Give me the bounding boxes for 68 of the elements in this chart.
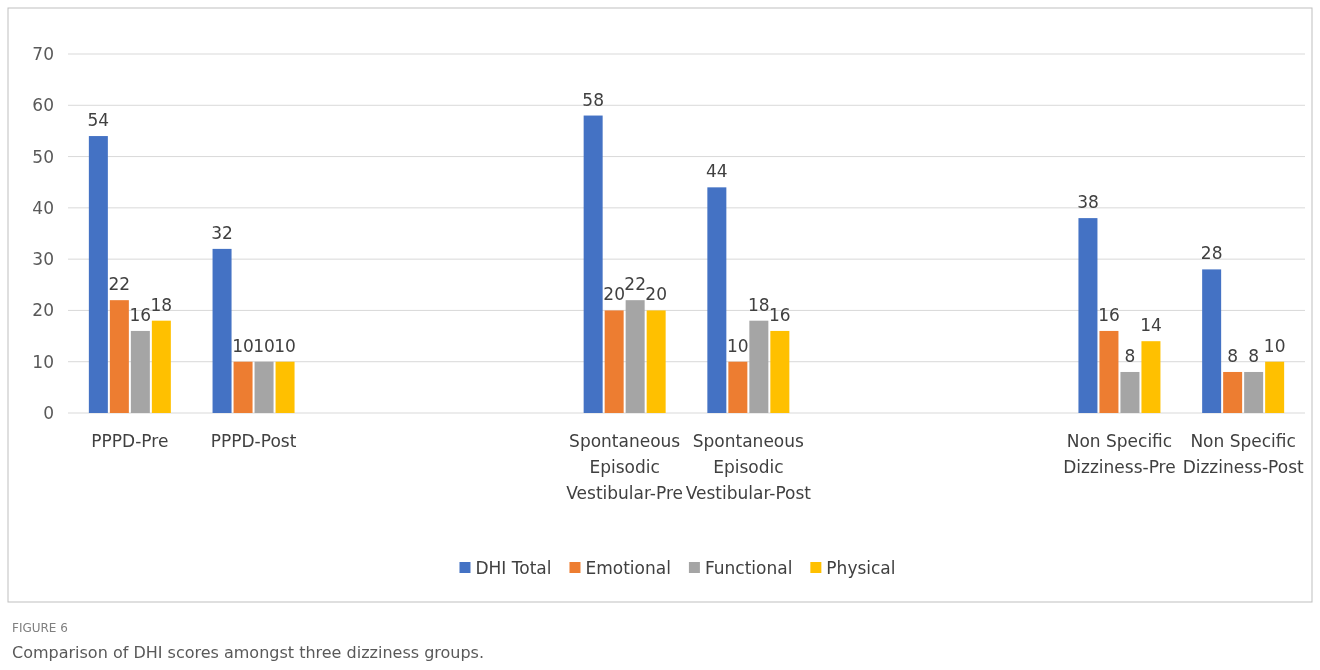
y-tick-label: 10 — [32, 351, 54, 372]
data-label: 8 — [1227, 345, 1239, 366]
bar — [1141, 341, 1161, 413]
bar — [625, 300, 645, 413]
bar — [233, 361, 253, 413]
bar — [109, 300, 129, 413]
x-tick-label: Non Specific Dizziness-Pre — [1063, 431, 1176, 477]
y-tick-label: 40 — [32, 197, 54, 218]
y-tick-label: 30 — [32, 249, 54, 270]
data-label: 8 — [1124, 345, 1136, 366]
bar — [728, 361, 748, 413]
data-label: 18 — [748, 294, 770, 315]
data-label: 32 — [211, 222, 233, 243]
y-tick-label: 20 — [32, 300, 54, 321]
bar — [212, 248, 232, 413]
legend-label: Emotional — [585, 558, 671, 578]
x-tick-label: PPPD-Post — [210, 431, 297, 451]
y-tick-label: 50 — [32, 146, 54, 167]
text: Comparison of DHI scores amongst three dizziness groups. — [12, 643, 485, 662]
legend-label: DHI Total — [475, 558, 552, 578]
data-label: 10 — [1263, 335, 1286, 356]
y-tick-label: 0 — [43, 402, 54, 423]
bar — [1120, 371, 1140, 413]
data-label: 20 — [645, 284, 667, 305]
bar — [646, 310, 666, 413]
bar — [604, 310, 624, 413]
data-label: 16 — [1098, 304, 1120, 325]
bar — [1099, 330, 1119, 413]
bar — [1223, 371, 1243, 413]
bar — [1265, 361, 1285, 413]
data-label: 54 — [87, 110, 110, 131]
bar — [130, 330, 150, 413]
data-label: 8 — [1248, 345, 1260, 366]
data-label: 22 — [624, 274, 646, 295]
x-tick-label: Spontaneous Episodic Vestibular-Pre — [566, 431, 684, 503]
bar — [1244, 371, 1264, 413]
legend-label: Functional — [704, 558, 793, 578]
x-tick-label: PPPD-Pre — [91, 431, 169, 451]
data-label: 10 — [727, 335, 749, 356]
data-label: 14 — [1140, 315, 1162, 336]
bar — [275, 361, 295, 413]
bar — [770, 330, 790, 413]
data-label: 20 — [603, 284, 625, 305]
bar — [151, 320, 171, 413]
y-tick-label: 70 — [32, 43, 54, 64]
x-tick-label: Non Specific Dizziness-Post — [1182, 431, 1304, 477]
bar — [1078, 218, 1098, 413]
data-label: 10 — [232, 335, 254, 356]
bar — [707, 187, 727, 413]
y-tick-label: 60 — [32, 95, 54, 116]
bar — [583, 115, 603, 413]
x-tick-label: Spontaneous Episodic Vestibular-Post — [685, 431, 812, 503]
bar — [1202, 269, 1222, 413]
data-label: 28 — [1200, 243, 1223, 264]
bar — [254, 361, 274, 413]
caption: FIGURE 6 — [12, 621, 68, 635]
data-label: 38 — [1077, 192, 1099, 213]
data-label: 10 — [274, 335, 296, 356]
bar — [88, 136, 108, 413]
legend-label: Physical — [826, 558, 896, 578]
data-label: 10 — [253, 335, 275, 356]
data-label: 16 — [769, 304, 791, 325]
bar — [749, 320, 769, 413]
data-label: 16 — [129, 304, 152, 325]
data-label: 58 — [582, 89, 604, 110]
data-label: 44 — [706, 161, 728, 182]
data-label: 18 — [150, 294, 173, 315]
data-label: 22 — [108, 274, 131, 295]
